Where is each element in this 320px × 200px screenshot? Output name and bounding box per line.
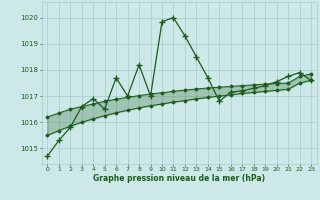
X-axis label: Graphe pression niveau de la mer (hPa): Graphe pression niveau de la mer (hPa): [93, 174, 265, 183]
